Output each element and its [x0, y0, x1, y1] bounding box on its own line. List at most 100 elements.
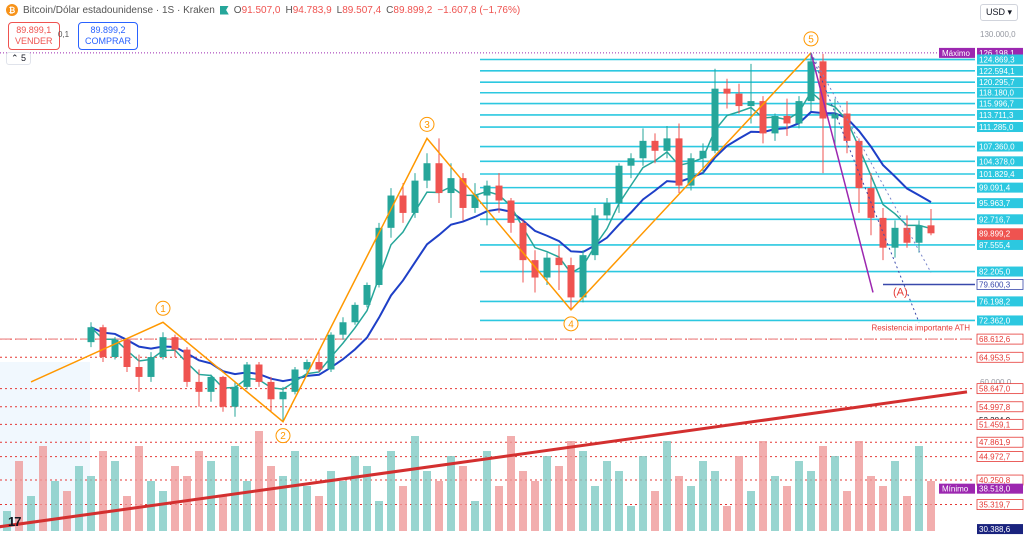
low-value: 89.507,4: [342, 4, 382, 16]
candle-body: [159, 337, 167, 358]
candle-body: [363, 284, 371, 305]
candle-body: [195, 381, 203, 392]
volume-bar: [111, 461, 119, 531]
price-tag: [977, 198, 1023, 209]
volume-bar: [39, 446, 47, 531]
price-label: 107.360,0: [979, 143, 1015, 152]
wave-marker: [155, 300, 171, 316]
candle-body: [603, 202, 611, 216]
volume-bar: [867, 476, 875, 531]
volume-bar: [531, 481, 539, 531]
volume-bar: [675, 476, 683, 531]
candle-body: [387, 195, 395, 228]
candle-body: [147, 357, 155, 377]
price-tag: [976, 436, 1024, 448]
sell-button[interactable]: 89.899,1 VENDER: [8, 22, 60, 50]
volume-bar: [459, 466, 467, 531]
price-tag: [977, 87, 1023, 98]
price-label: 58.647,0: [979, 385, 1011, 394]
change-value: −1.607,8 (−1,76%): [437, 4, 521, 16]
volume-bar: [303, 486, 311, 531]
volume-bar: [651, 491, 659, 531]
volume-bar: [375, 501, 383, 531]
price-label: 35.319,7: [979, 501, 1011, 510]
candle-body: [423, 163, 431, 181]
volume-bar: [483, 451, 491, 531]
volume-bar: [399, 486, 407, 531]
candle-body: [855, 140, 863, 189]
candle-body: [267, 381, 275, 400]
candle-body: [843, 113, 851, 141]
candle-body: [303, 362, 311, 370]
spread-value: 0,1: [58, 30, 70, 39]
price-tag: [976, 351, 1024, 363]
candle-body: [639, 140, 647, 159]
candle-body: [399, 195, 407, 213]
candle-body: [123, 339, 131, 367]
correction-line: [810, 52, 874, 293]
currency-select[interactable]: USD ▾: [980, 4, 1019, 21]
candle-body: [579, 255, 587, 298]
candle-body: [207, 376, 215, 392]
price-label: 124.869,3: [979, 55, 1015, 64]
price-label: 40.250,8: [979, 476, 1011, 485]
volume-bar: [663, 441, 671, 531]
indicators-toggle[interactable]: ⌃ 5: [6, 52, 32, 65]
price-tag: [977, 47, 1023, 58]
candle-body: [507, 200, 515, 223]
tag-label: Mínimo: [942, 485, 969, 494]
resistance-annotation: Resistencia importante ATH: [871, 324, 970, 333]
low-key: L: [336, 4, 343, 16]
wave-marker: [563, 316, 579, 332]
ema-fast-line: [90, 90, 932, 391]
candle-body: [699, 150, 707, 159]
volume-bar: [603, 461, 611, 531]
volume-bar: [447, 456, 455, 531]
volume-bar: [423, 471, 431, 531]
volume-bar: [627, 506, 635, 531]
buy-button[interactable]: 89.899,2 COMPRAR: [78, 22, 139, 50]
volume-bar: [639, 456, 647, 531]
price-label: 51.459,1: [979, 420, 1011, 429]
symbol-title[interactable]: Bitcoin/Dólar estadounidense · 1S · Krak…: [23, 4, 215, 16]
wave-label: 5: [808, 34, 814, 45]
volume-bar: [759, 441, 767, 531]
tradingview-logo: 17: [8, 514, 22, 529]
volume-bar: [771, 476, 779, 531]
volume-bar: [879, 486, 887, 531]
volume-bar: [591, 486, 599, 531]
volume-bar: [411, 436, 419, 531]
candle-body: [231, 386, 239, 407]
buy-price: 89.899,2: [90, 25, 126, 35]
price-label: 30.388,6: [979, 525, 1011, 534]
price-tag: [977, 483, 1023, 494]
candle-body: [675, 138, 683, 186]
wave-label: 1: [160, 304, 166, 315]
volume-bar: [843, 491, 851, 531]
candle-body: [651, 140, 659, 151]
sell-price: 89.899,1: [16, 25, 52, 35]
symbol-header: ₿ Bitcoin/Dólar estadounidense · 1S · Kr…: [6, 4, 520, 16]
close-value: 89.899,2: [393, 4, 433, 16]
price-label: 111.285,0: [979, 123, 1014, 132]
candle-body: [519, 222, 527, 261]
price-tag: [977, 65, 1023, 76]
price-label: 118.180,0: [979, 89, 1015, 98]
candle-body: [831, 113, 839, 119]
price-tag: [977, 169, 1023, 180]
volume-bar: [99, 451, 107, 531]
price-tag: [976, 383, 1024, 395]
candle-body: [87, 327, 95, 343]
price-tag: [976, 333, 1024, 345]
wave-marker: [803, 31, 819, 47]
price-label: 95.963,7: [979, 199, 1011, 208]
volume-bar: [819, 446, 827, 531]
candle-body: [531, 260, 539, 278]
volume-bar: [903, 496, 911, 531]
price-label: 68.612,6: [979, 335, 1011, 344]
candle-body: [615, 165, 623, 203]
candle-body: [759, 101, 767, 134]
volume-bar: [51, 481, 59, 531]
volume-bar: [495, 486, 503, 531]
